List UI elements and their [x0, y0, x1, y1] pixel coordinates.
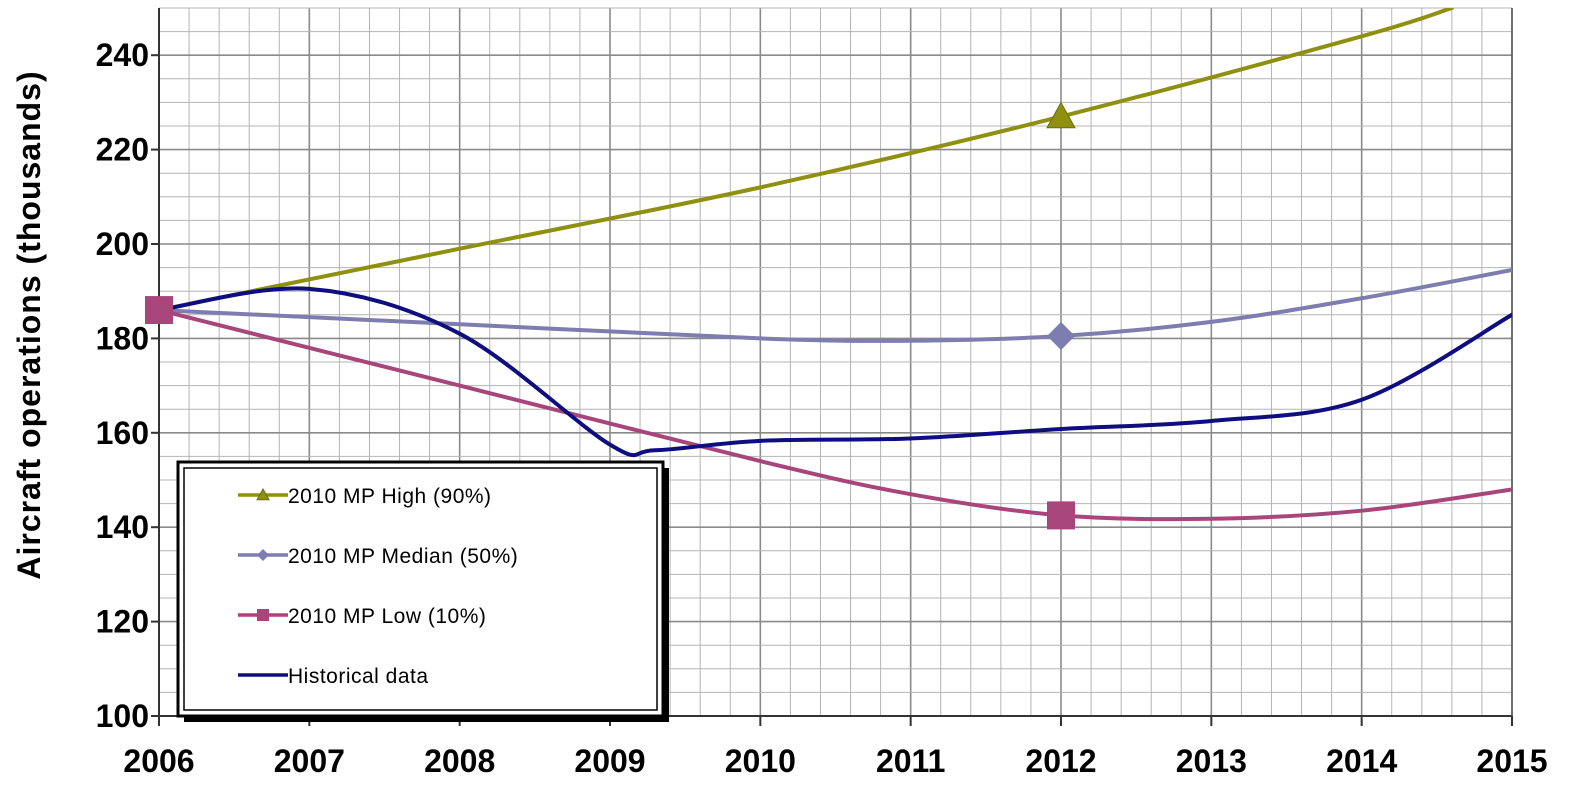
series-line: [159, 8, 1454, 313]
x-tick-label: 2007: [274, 743, 345, 779]
y-axis-ticks: 100 120 140 160 180 200 220 240: [96, 37, 159, 734]
legend-label: 2010 MP High (90%): [288, 485, 492, 508]
triangle-marker: [1046, 101, 1076, 129]
chart-legend: 2010 MP High (90%) 2010 MP Median (50%) 20…: [176, 460, 669, 722]
triangle-marker: [256, 487, 270, 501]
x-tick-label: 2009: [574, 743, 645, 779]
x-tick-label: 2011: [876, 743, 945, 779]
legend-label: 2010 MP Low (10%): [288, 605, 486, 628]
diamond-marker: [1047, 322, 1075, 351]
legend-inner-border: [183, 467, 658, 711]
x-tick-label: 2010: [725, 743, 796, 779]
square-marker: [257, 609, 269, 621]
series-line: [159, 286, 1512, 458]
square-marker: [145, 296, 173, 325]
y-axis-label: Aircraft operations (thousands): [11, 70, 47, 579]
x-tick-label: 2014: [1326, 743, 1397, 779]
y-tick-label: 120: [96, 604, 149, 640]
x-tick-label: 2015: [1476, 743, 1547, 779]
y-tick-label: 180: [96, 320, 149, 356]
legend-label: Historical data: [288, 665, 429, 688]
square-marker: [1047, 501, 1075, 530]
x-tick-label: 2006: [123, 743, 194, 779]
diamond-marker: [257, 549, 269, 561]
chart-markers: [145, 101, 1076, 530]
series-line: [159, 308, 1512, 522]
y-tick-label: 160: [96, 415, 149, 451]
y-tick-label: 200: [96, 226, 149, 262]
x-tick-label: 2013: [1176, 743, 1247, 779]
chart-series: [159, 8, 1512, 522]
legend-label: 2010 MP Median (50%): [288, 545, 518, 568]
series-line: [159, 267, 1512, 343]
y-tick-label: 220: [96, 132, 149, 168]
y-tick-label: 100: [96, 698, 149, 734]
x-tick-label: 2012: [1025, 743, 1096, 779]
y-tick-label: 140: [96, 509, 149, 545]
y-tick-label: 240: [96, 37, 149, 73]
x-axis-ticks: 2006 2007 2008 2009 2010 2011 2012 2013 2014 2015: [123, 716, 1548, 779]
x-tick-label: 2008: [424, 743, 495, 779]
